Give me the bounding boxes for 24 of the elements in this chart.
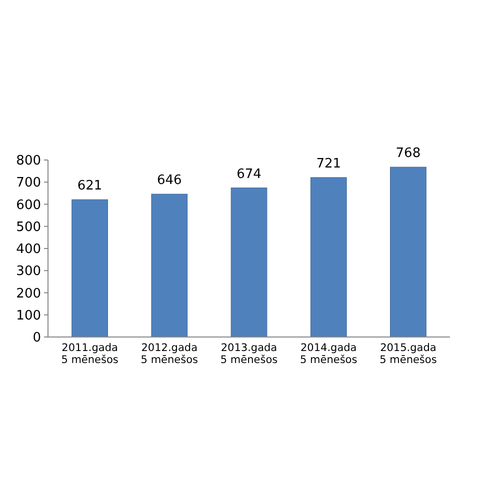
bar <box>72 199 108 338</box>
bar <box>230 188 268 338</box>
y-tick-label: 400 <box>16 242 41 258</box>
data-label: 721 <box>316 156 342 172</box>
y-tick-label: 500 <box>16 220 41 235</box>
bar <box>310 177 347 338</box>
y-tick-label: 200 <box>16 286 41 302</box>
bar <box>151 194 188 338</box>
x-tick-label: 2012.gada 5 mēnešos <box>140 342 198 366</box>
bar <box>390 166 426 338</box>
x-tick-label: 2011.gada 5 mēnešos <box>61 342 118 366</box>
x-tick-label: 2014.gada 5 mēnešos <box>300 342 358 366</box>
data-label: 674 <box>236 166 262 182</box>
y-tick-label: 300 <box>16 264 41 280</box>
y-tick-label: 800 <box>16 154 41 169</box>
data-label: 768 <box>396 146 421 162</box>
data-label: 621 <box>77 178 102 194</box>
y-tick-label: 0 <box>32 330 41 346</box>
data-label: 646 <box>156 173 182 188</box>
y-tick-label: 600 <box>16 198 41 213</box>
x-tick-label: 2015.gada 5 mēnešos <box>380 342 437 366</box>
y-tick-label: 100 <box>16 308 41 324</box>
y-tick-label: 700 <box>16 176 41 191</box>
x-tick-label: 2013.gada 5 mēnešos <box>220 342 278 366</box>
